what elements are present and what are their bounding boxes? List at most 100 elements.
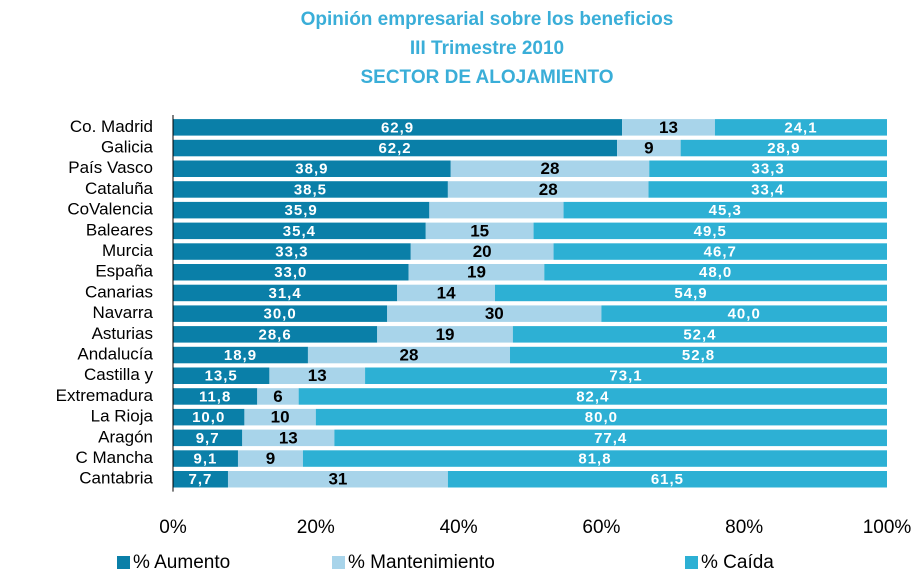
value-label: 77,4: [594, 430, 627, 447]
bar-segment: [334, 429, 887, 447]
value-label: 28: [400, 346, 419, 365]
value-label: 62,9: [381, 119, 414, 136]
category-label: España: [95, 262, 153, 281]
value-label: 48,0: [699, 264, 732, 281]
chart-title: SECTOR DE ALOJAMIENTO: [360, 67, 613, 88]
bar-segment: [173, 471, 228, 488]
x-tick-label: 100%: [863, 517, 912, 538]
value-label: 28: [541, 159, 560, 178]
value-label: 28,9: [767, 140, 800, 157]
bar-segment: [227, 471, 448, 488]
bar-segment: [553, 243, 887, 260]
bar-segment: [425, 222, 534, 240]
bar-segment: [173, 139, 618, 157]
bar-segment: [495, 284, 887, 302]
category-label: Galicia: [101, 138, 154, 157]
legend-swatch: [685, 556, 698, 569]
value-label: 18,9: [224, 347, 257, 364]
bar-segment: [242, 429, 335, 447]
bar-segment: [173, 201, 430, 219]
bar-segment: [257, 388, 299, 405]
bar-segment: [173, 326, 378, 343]
bar-segment: [447, 181, 649, 198]
value-label: 81,8: [578, 451, 611, 468]
bar-segment: [377, 326, 513, 343]
bar-segment: [365, 367, 887, 384]
bar-segment: [173, 388, 258, 405]
value-label: 33,4: [751, 181, 784, 198]
category-label: Aragón: [98, 427, 153, 446]
value-label: 9: [644, 139, 653, 158]
x-tick-label: 0%: [159, 517, 187, 538]
value-label: 10: [271, 408, 290, 427]
bar-segment: [563, 201, 887, 219]
bar-segment: [173, 429, 243, 447]
value-label: 30: [485, 304, 504, 323]
legend-swatch: [117, 556, 130, 569]
value-label: 20: [473, 242, 492, 261]
legend-label: % Caída: [701, 552, 774, 573]
bar-segment: [173, 408, 245, 426]
legend-swatch: [332, 556, 345, 569]
value-label: 80,0: [585, 409, 618, 426]
bar-segment: [173, 450, 238, 467]
value-label: 28: [539, 180, 558, 199]
bar-segment: [173, 346, 308, 364]
chart-title: III Trimestre 2010: [410, 38, 564, 59]
value-label: 11,8: [199, 388, 231, 405]
category-label: Castilla y: [84, 365, 153, 384]
category-label: Murcia: [102, 241, 154, 260]
value-label: 14: [437, 283, 456, 302]
bar-segment: [397, 284, 496, 302]
bar-segment: [173, 222, 426, 240]
bar-segment: [298, 388, 887, 405]
category-label: Co. Madrid: [70, 117, 153, 136]
value-label: 62,2: [378, 140, 411, 157]
legend-label: % Mantenimiento: [348, 552, 495, 573]
bar-segment: [173, 367, 270, 384]
bar-segment: [429, 201, 564, 219]
category-label: Asturias: [92, 324, 153, 343]
chart-title: Opinión empresarial sobre los beneficios: [301, 9, 674, 30]
value-label: 13: [308, 366, 327, 385]
bar-segment: [307, 346, 511, 364]
value-label: 15: [470, 221, 489, 240]
value-label: 31,4: [268, 285, 301, 302]
category-label: Baleares: [86, 220, 153, 239]
bar-segment: [410, 243, 554, 260]
value-label: 49,5: [694, 223, 727, 240]
value-label: 33,0: [274, 264, 307, 281]
category-label: Canarias: [85, 282, 153, 301]
value-label: 9,1: [194, 451, 218, 468]
value-label: 35,4: [283, 223, 316, 240]
value-label: 30,0: [263, 306, 296, 323]
bar-segment: [544, 264, 887, 281]
bar-segment: [173, 264, 409, 281]
bar-segment: [173, 284, 398, 302]
legend-label: % Aumento: [133, 552, 230, 573]
bar-segment: [649, 160, 887, 177]
category-label: Andalucía: [77, 345, 153, 364]
bar-segment: [269, 367, 366, 384]
value-label: 13,5: [205, 368, 238, 385]
value-label: 35,9: [285, 202, 318, 219]
bar-segment: [512, 326, 887, 343]
value-label: 82,4: [576, 388, 609, 405]
bar-segment: [302, 450, 887, 467]
category-label: C Mancha: [76, 448, 154, 467]
x-tick-label: 40%: [440, 517, 478, 538]
x-tick-label: 60%: [582, 517, 620, 538]
value-label: 38,9: [295, 161, 328, 178]
value-label: 38,5: [294, 181, 327, 198]
bar-segment: [408, 264, 545, 281]
bar-segment: [680, 139, 887, 157]
value-label: 33,3: [752, 161, 785, 178]
bar-segment: [510, 346, 887, 364]
value-label: 52,4: [683, 326, 716, 343]
bar-segment: [447, 471, 887, 488]
value-label: 31: [328, 470, 347, 489]
bar-segment: [714, 119, 887, 136]
value-label: 24,1: [784, 119, 817, 136]
bar-segment: [648, 181, 887, 198]
